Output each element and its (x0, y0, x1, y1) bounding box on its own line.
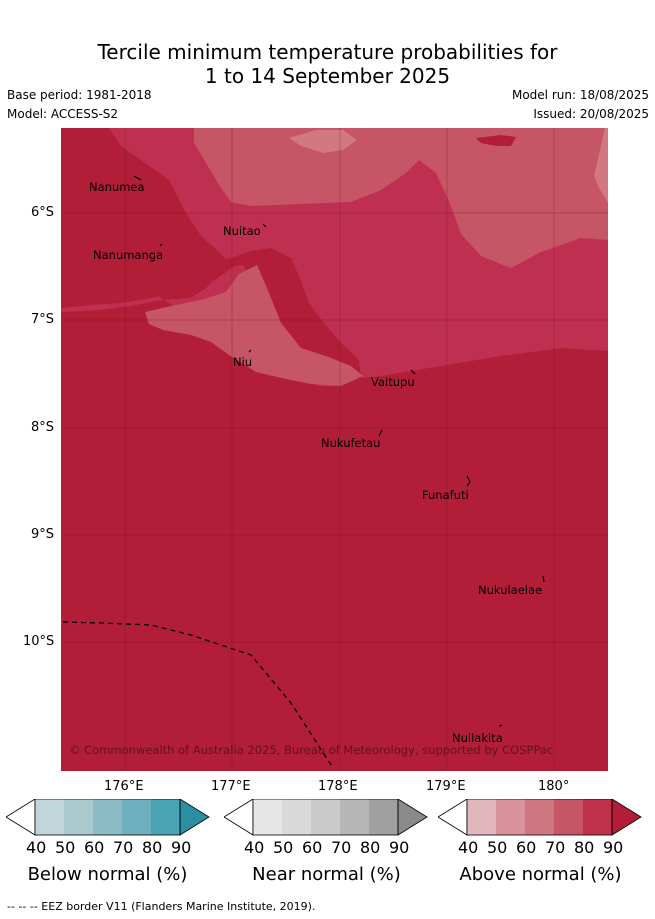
island-nuitao (262, 223, 267, 228)
tick-40: 40 (458, 838, 479, 857)
place-vaitupu: Vaitupu (371, 375, 415, 389)
region-above-60-ne (594, 128, 608, 203)
cbar-above-low-extend (438, 799, 468, 836)
copyright-notice: © Commonwealth of Australia 2025, Bureau… (69, 743, 553, 757)
colorbar-below-normal (6, 799, 210, 836)
tick-70: 70 (545, 838, 566, 857)
cbar-above-title: Above normal (%) (459, 864, 622, 885)
colorbar-above-normal (438, 799, 642, 836)
cbar-below-70 (122, 799, 151, 835)
place-niu: Niu (233, 355, 252, 369)
cbar-above-60 (525, 799, 554, 835)
lon-label-176e: 176°E (104, 779, 144, 794)
region-above-80-ne-blob (476, 135, 516, 146)
lon-label-180: 180° (538, 779, 570, 794)
tick-40: 40 (244, 838, 265, 857)
place-nukulaelae: Nukulaelae (478, 583, 542, 597)
eez-footnote: -- -- -- EEZ border V11 (Flanders Marine… (7, 900, 316, 913)
place-funafuti: Funafuti (422, 488, 469, 502)
island-vaitupu (410, 369, 416, 375)
eez-border (62, 621, 334, 769)
cbar-above-50 (496, 799, 525, 835)
tick-60: 60 (84, 838, 105, 857)
tick-70: 70 (331, 838, 352, 857)
model-name: Model: ACCESS-S2 (7, 107, 119, 121)
cbar-below-40 (35, 799, 64, 835)
tick-50: 50 (273, 838, 294, 857)
map-title: Tercile minimum temperature probabilitie… (0, 40, 655, 88)
place-nukufetau: Nukufetau (321, 436, 380, 450)
cbar-near-40 (253, 799, 282, 835)
region-above-60-north (289, 130, 357, 153)
lat-label-6s: 6°S (31, 205, 55, 220)
tick-90: 90 (171, 838, 192, 857)
island-funafuti (466, 475, 471, 487)
title-line-1: Tercile minimum temperature probabilitie… (97, 40, 558, 64)
cbar-near-50 (282, 799, 311, 835)
island-nukufetau (378, 429, 383, 437)
issued-date: Issued: 20/08/2025 (533, 107, 649, 121)
tick-50: 50 (55, 838, 76, 857)
place-nanumea: Nanumea (89, 180, 145, 194)
cbar-below-low-extend (6, 799, 36, 836)
lat-label-7s: 7°S (31, 312, 55, 327)
lon-label-178e: 178°E (318, 779, 358, 794)
region-above-70-south (145, 265, 363, 386)
cbar-above-70 (554, 799, 583, 835)
tick-90: 90 (603, 838, 624, 857)
lat-label-10s: 10°S (23, 634, 55, 649)
island-nukulaelae (542, 575, 545, 583)
tick-50: 50 (487, 838, 508, 857)
island-shapes (133, 175, 545, 727)
cbar-below-80 (151, 799, 180, 835)
cbar-near-80 (369, 799, 398, 835)
lat-label-9s: 9°S (31, 527, 55, 542)
cbar-below-90-extend (179, 799, 210, 836)
cbar-near-90-extend (397, 799, 428, 836)
cbar-below-50 (64, 799, 93, 835)
cbar-above-80 (583, 799, 612, 835)
tick-70: 70 (113, 838, 134, 857)
island-niu (248, 349, 252, 353)
island-nuilakita (498, 724, 503, 727)
island-nanumea (133, 175, 142, 181)
tick-90: 90 (389, 838, 410, 857)
cbar-below-title: Below normal (%) (27, 864, 188, 885)
model-run: Model run: 18/08/2025 (511, 88, 649, 102)
region-above-70 (194, 128, 608, 268)
island-nanumanga (159, 243, 163, 247)
cbar-above-40 (467, 799, 496, 835)
tick-40: 40 (26, 838, 47, 857)
tick-80: 80 (360, 838, 381, 857)
colorbar-near-normal (224, 799, 428, 836)
lon-label-177e: 177°E (211, 779, 251, 794)
base-period: Base period: 1981-2018 (7, 88, 152, 102)
cbar-near-title: Near normal (%) (252, 864, 401, 885)
place-nuilakita: Nuilakita (452, 731, 503, 745)
cbar-below-60 (93, 799, 122, 835)
cbar-near-low-extend (224, 799, 254, 836)
place-nuitao: Nuitao (223, 224, 261, 238)
cbar-near-70 (340, 799, 369, 835)
place-labels: Nanumea Nuitao Nanumanga Niu Vaitupu Nuk… (89, 180, 542, 745)
region-above-80-west (61, 128, 233, 308)
lat-label-8s: 8°S (31, 420, 55, 435)
tick-80: 80 (142, 838, 163, 857)
tick-60: 60 (302, 838, 323, 857)
cbar-above-90-extend (611, 799, 642, 836)
tick-80: 80 (574, 838, 595, 857)
cbar-near-60 (311, 799, 340, 835)
map-panel: Nanumea Nuitao Nanumanga Niu Vaitupu Nuk… (61, 128, 608, 771)
tick-60: 60 (516, 838, 537, 857)
graticule (61, 128, 608, 771)
title-line-2: 1 to 14 September 2025 (204, 64, 451, 88)
place-nanumanga: Nanumanga (93, 248, 163, 262)
lon-label-179e: 179°E (426, 779, 466, 794)
